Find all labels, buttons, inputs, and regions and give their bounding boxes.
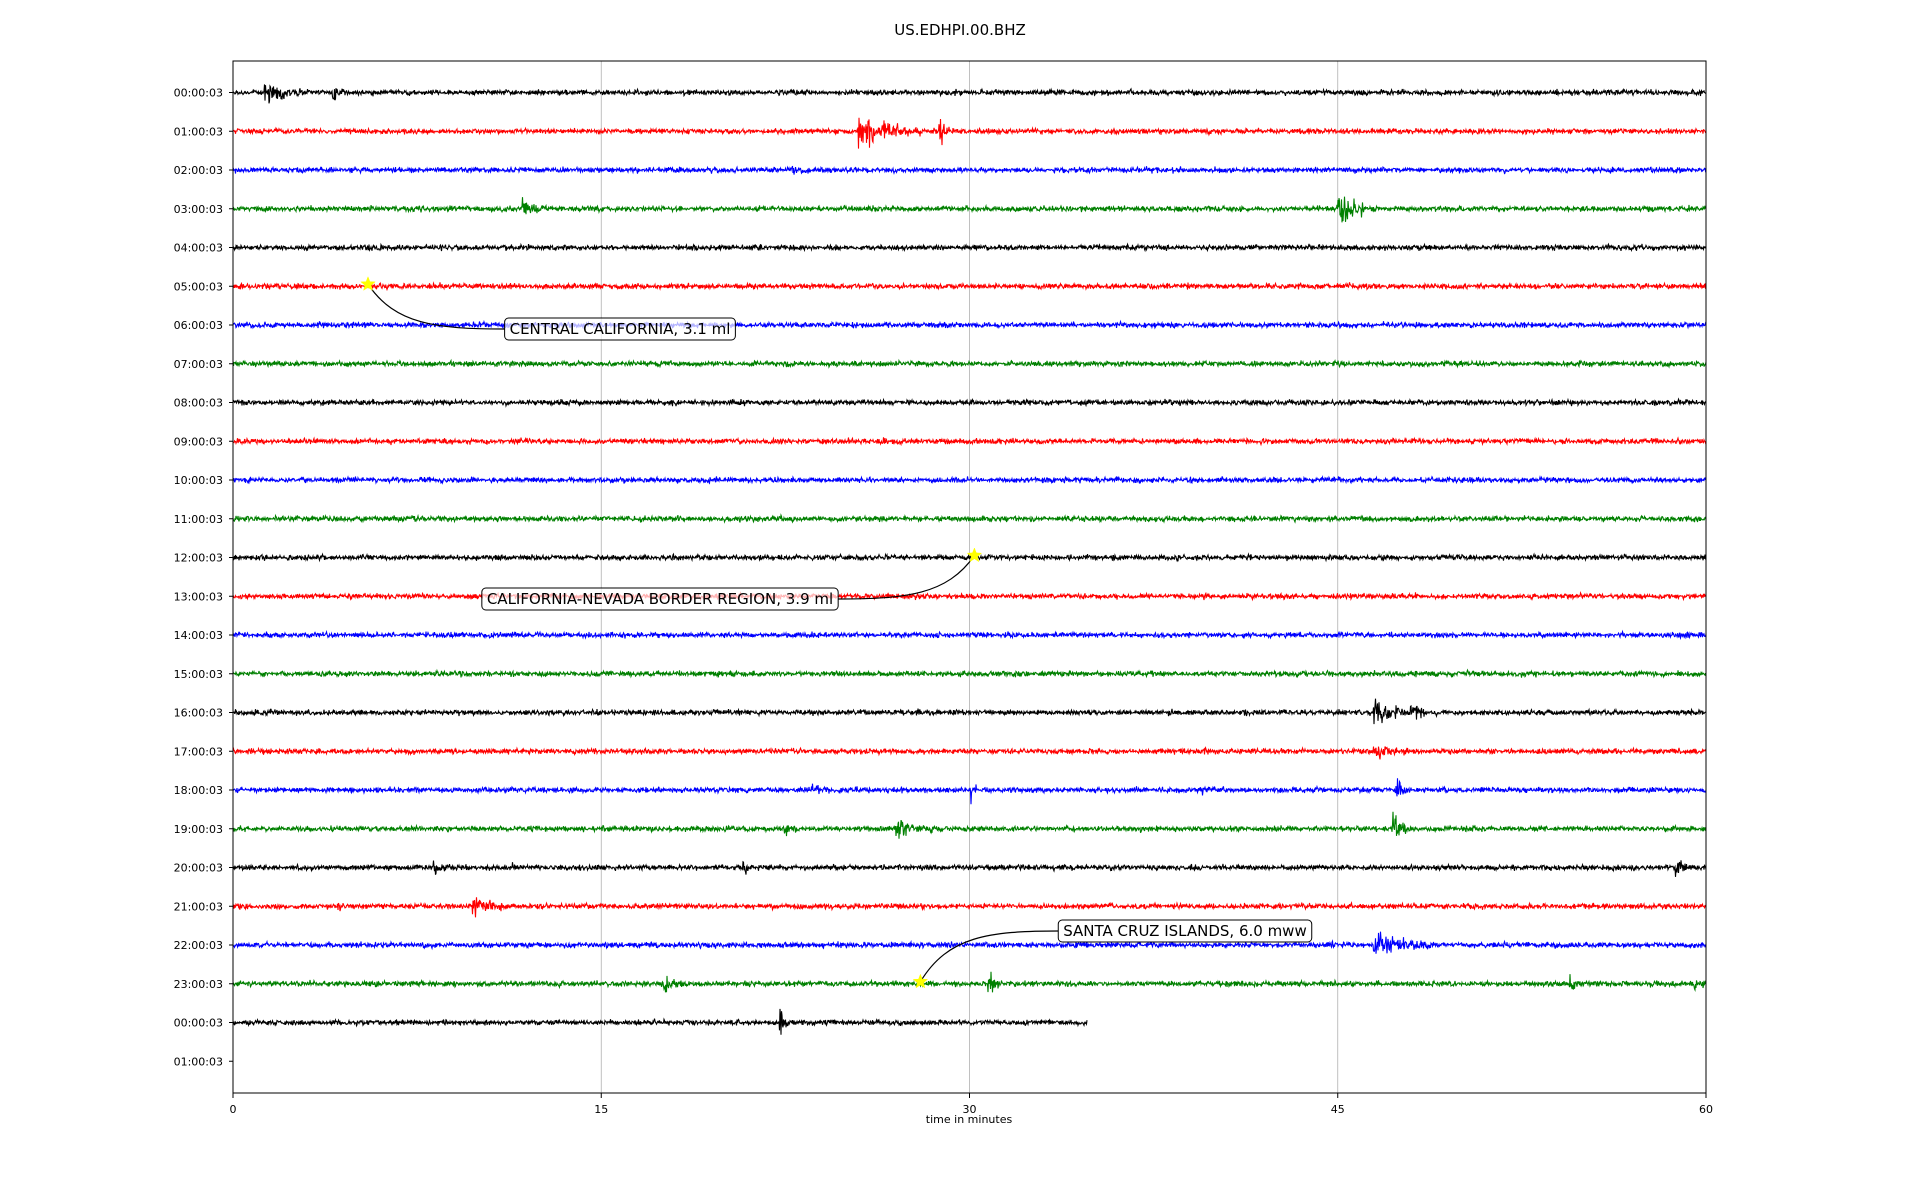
event-label-1: CALIFORNIA-NEVADA BORDER REGION, 3.9 ml <box>487 590 833 608</box>
y-tick-label-22: 22:00:03 <box>174 939 223 952</box>
trace-row-5 <box>232 281 1707 292</box>
y-tick-label-24: 00:00:03 <box>174 1017 223 1030</box>
y-tick-label-5: 05:00:03 <box>174 280 223 293</box>
trace-row-22 <box>232 931 1707 954</box>
trace-row-3 <box>232 196 1707 223</box>
x-tick-label-3: 45 <box>1331 1103 1345 1116</box>
event-connector-2 <box>919 930 1059 983</box>
trace-row-15 <box>232 668 1707 679</box>
trace-row-20 <box>232 860 1707 877</box>
y-tick-label-19: 19:00:03 <box>174 823 223 836</box>
trace-row-11 <box>232 513 1707 524</box>
event-annotation-2: SANTA CRUZ ISLANDS, 6.0 mww <box>912 919 1313 989</box>
y-tick-label-13: 13:00:03 <box>174 590 223 603</box>
event-annotation-0: CENTRAL CALIFORNIA, 3.1 ml <box>360 276 736 341</box>
trace-row-14 <box>232 629 1707 641</box>
trace-row-8 <box>232 397 1707 408</box>
event-annotations: CENTRAL CALIFORNIA, 3.1 ml CALIFORNIA-NEV… <box>360 276 1313 989</box>
trace-row-23 <box>232 971 1707 993</box>
vertical-gridlines <box>232 61 1707 1093</box>
y-tick-label-7: 07:00:03 <box>174 358 223 371</box>
event-star-icon-0 <box>360 276 376 291</box>
x-tick-label-4: 60 <box>1699 1103 1713 1116</box>
trace-row-13 <box>232 590 1707 602</box>
trace-row-18 <box>232 778 1707 805</box>
y-tick-label-12: 12:00:03 <box>174 552 223 565</box>
trace-row-17 <box>232 746 1707 760</box>
y-tick-label-8: 08:00:03 <box>174 397 223 410</box>
event-annotation-1: CALIFORNIA-NEVADA BORDER REGION, 3.9 ml <box>481 547 983 611</box>
x-axis-label: time in minutes <box>926 1113 1013 1126</box>
y-tick-label-1: 01:00:03 <box>174 125 223 138</box>
trace-row-7 <box>232 358 1707 369</box>
event-star-icon-2 <box>912 973 929 989</box>
trace-row-1 <box>232 117 1707 149</box>
y-tick-label-0: 00:00:03 <box>174 87 223 100</box>
y-tick-label-10: 10:00:03 <box>174 474 223 487</box>
y-tick-label-3: 03:00:03 <box>174 203 223 216</box>
y-tick-label-11: 11:00:03 <box>174 513 223 526</box>
y-tick-label-17: 17:00:03 <box>174 745 223 758</box>
y-tick-label-14: 14:00:03 <box>174 629 223 642</box>
y-tick-label-25: 01:00:03 <box>174 1055 223 1068</box>
event-star-icon-1 <box>966 547 983 563</box>
x-tick-label-2: 30 <box>963 1103 977 1116</box>
trace-row-0 <box>232 84 1707 104</box>
y-tick-labels: 00:00:03 01:00:03 02:00:03 03:00:03 04:00:03… <box>174 87 233 1068</box>
event-connector-0 <box>367 283 505 330</box>
x-tick-labels: 0 15 30 45 60 <box>230 1093 1713 1116</box>
y-tick-label-2: 02:00:03 <box>174 164 223 177</box>
trace-row-12 <box>232 552 1707 563</box>
x-tick-label-0: 0 <box>230 1103 237 1116</box>
x-tick-label-1: 15 <box>594 1103 608 1116</box>
trace-row-16 <box>233 698 1707 725</box>
trace-row-6 <box>232 319 1707 330</box>
y-tick-label-18: 18:00:03 <box>174 784 223 797</box>
event-label-0: CENTRAL CALIFORNIA, 3.1 ml <box>510 320 731 338</box>
event-label-2: SANTA CRUZ ISLANDS, 6.0 mww <box>1063 922 1306 940</box>
y-tick-label-23: 23:00:03 <box>174 978 223 991</box>
seismic-traces <box>232 84 1707 1035</box>
trace-row-9 <box>232 436 1707 447</box>
event-connector-1 <box>838 555 975 600</box>
y-tick-label-20: 20:00:03 <box>174 862 223 875</box>
trace-row-24 <box>232 1008 1088 1035</box>
trace-row-10 <box>232 475 1707 485</box>
trace-row-19 <box>232 811 1707 839</box>
plot-frame <box>232 60 1707 1094</box>
trace-row-2 <box>232 165 1707 175</box>
chart-title: US.EDHPI.00.BHZ <box>894 21 1026 39</box>
y-tick-label-4: 04:00:03 <box>174 242 223 255</box>
trace-row-21 <box>232 897 1707 918</box>
y-tick-label-6: 06:00:03 <box>174 319 223 332</box>
trace-row-4 <box>232 242 1707 253</box>
y-tick-label-15: 15:00:03 <box>174 668 223 681</box>
y-tick-label-16: 16:00:03 <box>174 707 223 720</box>
y-tick-label-21: 21:00:03 <box>174 900 223 913</box>
y-tick-label-9: 09:00:03 <box>174 435 223 448</box>
